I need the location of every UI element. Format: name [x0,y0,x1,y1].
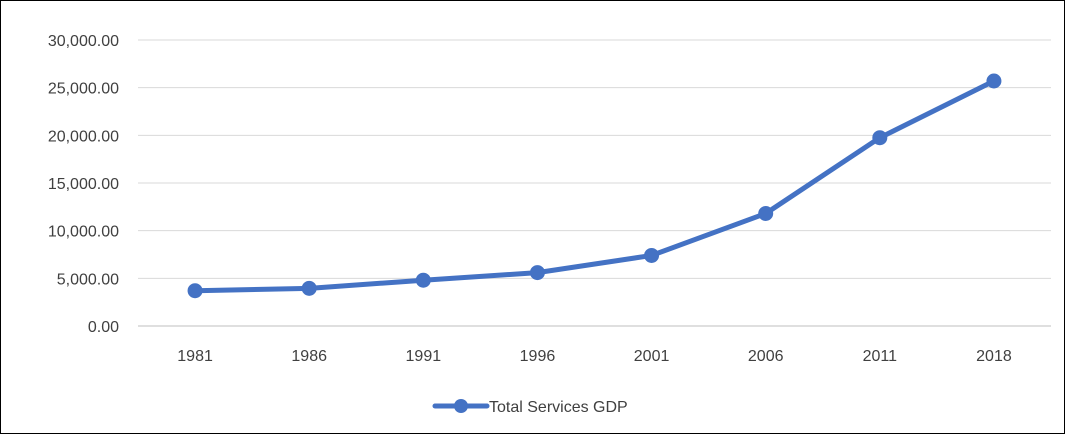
legend-label: Total Services GDP [489,399,628,416]
series-layer [187,73,1002,299]
x-tick-label: 2001 [634,348,670,365]
data-point [872,130,888,146]
y-tick-label: 5,000.00 [57,271,119,288]
x-tick-label: 2011 [863,348,898,365]
data-point [644,247,660,263]
y-tick-label: 10,000.00 [48,224,119,241]
x-tick-label: 2006 [748,348,784,365]
x-tick-label: 1981 [177,348,213,365]
y-tick-label: 20,000.00 [48,128,119,145]
legend-marker-swatch [454,399,468,413]
x-tick-label: 1991 [406,348,442,365]
x-tick-label: 2018 [976,348,1012,365]
data-point [415,272,431,288]
data-point [529,265,545,281]
y-tick-label: 30,000.00 [48,33,119,50]
data-point [187,283,203,299]
x-tick-label: 1996 [520,348,556,365]
x-tick-label: 1986 [291,348,327,365]
data-point [301,280,317,296]
series-line [192,78,997,294]
data-point [986,73,1002,89]
x-axis-ticks: 1981 1986 1991 1996 2001 2006 2011 2018 [177,348,1012,365]
y-tick-label: 15,000.00 [48,176,119,193]
legend: Total Services GDP [432,399,628,416]
data-point [758,206,774,222]
gridlines [138,39,1051,327]
y-axis-ticks: 0.00 5,000.00 10,000.00 15,000.00 20,000.00 2… [48,33,119,336]
y-tick-label: 25,000.00 [48,81,119,98]
y-tick-label: 0.00 [88,319,119,336]
